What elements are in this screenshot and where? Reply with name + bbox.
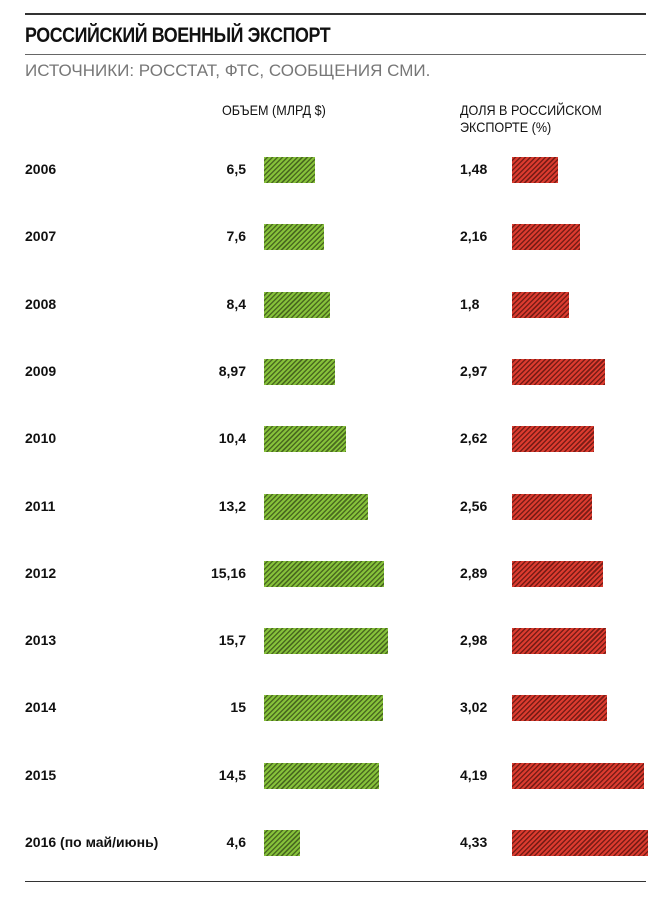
share-data-label: 1,48 <box>460 161 488 177</box>
year-label: 2009 <box>25 362 57 379</box>
year-label: 2014 <box>25 699 57 716</box>
volume-data-label: 6,5 <box>226 161 246 177</box>
year-label: 2010 <box>25 430 57 447</box>
share-bar <box>512 560 603 587</box>
volume-bar <box>264 157 316 183</box>
share-data-label: 2,16 <box>460 228 488 245</box>
share-data-label: 2,89 <box>460 564 488 581</box>
volume-bar <box>264 291 331 318</box>
share-bar <box>512 426 595 453</box>
share-bar <box>512 493 593 520</box>
share-bar <box>512 762 644 789</box>
share-data-label: 4,33 <box>460 834 488 850</box>
volume-bar <box>264 224 325 251</box>
share-data-label: 1,8 <box>460 295 480 312</box>
share-data-label: 2,97 <box>460 362 488 379</box>
volume-data-label: 14,5 <box>218 766 246 783</box>
year-label: 2016 (по май/июнь) <box>25 834 159 850</box>
volume-data-label: 7,6 <box>226 228 246 245</box>
year-label: 2013 <box>25 632 57 649</box>
share-bar <box>512 157 559 183</box>
share-bar <box>512 695 607 722</box>
share-data-label: 2,98 <box>460 632 488 649</box>
share-bar <box>512 291 569 318</box>
volume-data-label: 15,7 <box>218 632 246 649</box>
top-divider <box>25 13 646 15</box>
volume-data-label: 13,2 <box>218 497 246 514</box>
volume-bar <box>264 628 389 655</box>
chart-row: 2007 7,6 2,16 <box>0 222 671 252</box>
year-label: 2012 <box>25 564 57 581</box>
chart-row: 2010 10,4 2,62 <box>0 424 671 454</box>
share-data-label: 4,19 <box>460 766 488 783</box>
chart-row: 2016 (по май/июнь) 4,6 4,33 <box>0 828 671 858</box>
year-label: 2006 <box>25 161 57 177</box>
chart-subtitle: ИСТОЧНИКИ: РОССТАТ, ФТС, СООБЩЕНИЯ СМИ. <box>25 61 431 80</box>
volume-data-label: 15,16 <box>210 564 246 581</box>
chart-row: 2014 15 3,02 <box>0 693 671 723</box>
share-data-label: 2,62 <box>460 430 488 447</box>
share-bar <box>512 830 648 856</box>
share-data-label: 3,02 <box>460 699 488 716</box>
title-divider <box>25 54 646 55</box>
chart-row: 2011 13,2 2,56 <box>0 492 671 522</box>
volume-bar <box>264 830 301 856</box>
chart-row: 2015 14,5 4,19 <box>0 761 671 791</box>
volume-bar <box>264 560 384 587</box>
chart-row: 2009 8,97 2,97 <box>0 357 671 387</box>
year-label: 2007 <box>25 228 57 245</box>
volume-bar <box>264 695 383 722</box>
volume-data-label: 10,4 <box>218 430 246 447</box>
volume-bar <box>264 358 335 385</box>
volume-bar <box>264 493 369 520</box>
chart-row: 2013 15,7 2,98 <box>0 626 671 656</box>
volume-data-label: 15 <box>230 699 246 716</box>
volume-data-label: 8,97 <box>218 362 246 379</box>
volume-data-label: 8,4 <box>226 295 246 312</box>
share-data-label: 2,56 <box>460 497 488 514</box>
volume-bar <box>264 762 379 789</box>
volume-bar <box>264 426 347 453</box>
bottom-divider <box>25 881 646 882</box>
year-label: 2008 <box>25 295 57 312</box>
share-bar <box>512 628 606 655</box>
chart-row: 2008 8,4 1,8 <box>0 290 671 320</box>
volume-data-label: 4,6 <box>226 834 246 850</box>
share-bar <box>512 224 580 251</box>
chart-row: 2012 15,16 2,89 <box>0 559 671 589</box>
share-bar <box>512 358 606 385</box>
share-column-header: ДОЛЯ В РОССИЙСКОМ ЭКСПОРТЕ (%) <box>460 102 602 135</box>
volume-column-header: ОБЪЕМ (МЛРД $) <box>222 102 326 118</box>
year-label: 2011 <box>25 497 56 514</box>
chart-row: 2006 6,5 1,48 <box>0 155 671 185</box>
chart-title: РОССИЙСКИЙ ВОЕННЫЙ ЭКСПОРТ <box>25 24 331 47</box>
year-label: 2015 <box>25 766 57 783</box>
